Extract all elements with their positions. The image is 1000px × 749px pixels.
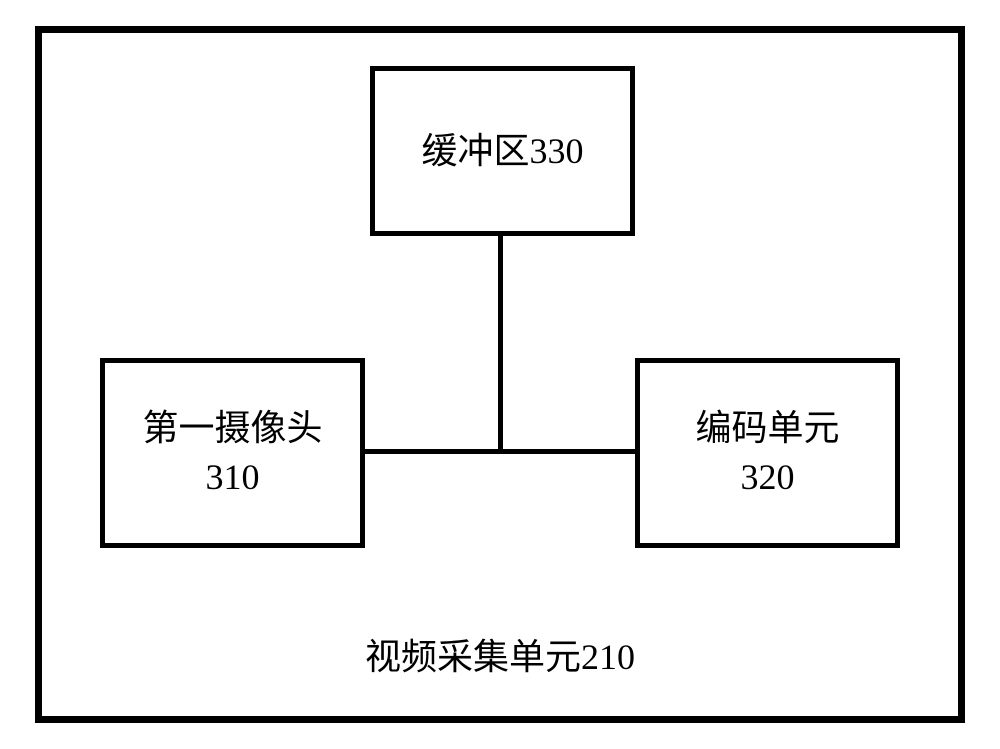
node-encoder-label-line1: 编码单元 [695,404,839,453]
connector-vertical [498,236,503,453]
diagram-caption: 视频采集单元210 [330,628,670,680]
node-encoder-label-line2: 320 [695,453,839,502]
node-camera-label-line1: 第一摄像头 [142,404,322,453]
diagram-caption-text: 视频采集单元210 [365,637,635,677]
node-buffer-label: 缓冲区330 [421,127,583,176]
node-buffer: 缓冲区330 [370,66,635,236]
connector-horizontal [365,449,635,454]
node-camera-label-line2: 310 [142,453,322,502]
node-encoder: 编码单元 320 [635,358,900,548]
node-camera: 第一摄像头 310 [100,358,365,548]
